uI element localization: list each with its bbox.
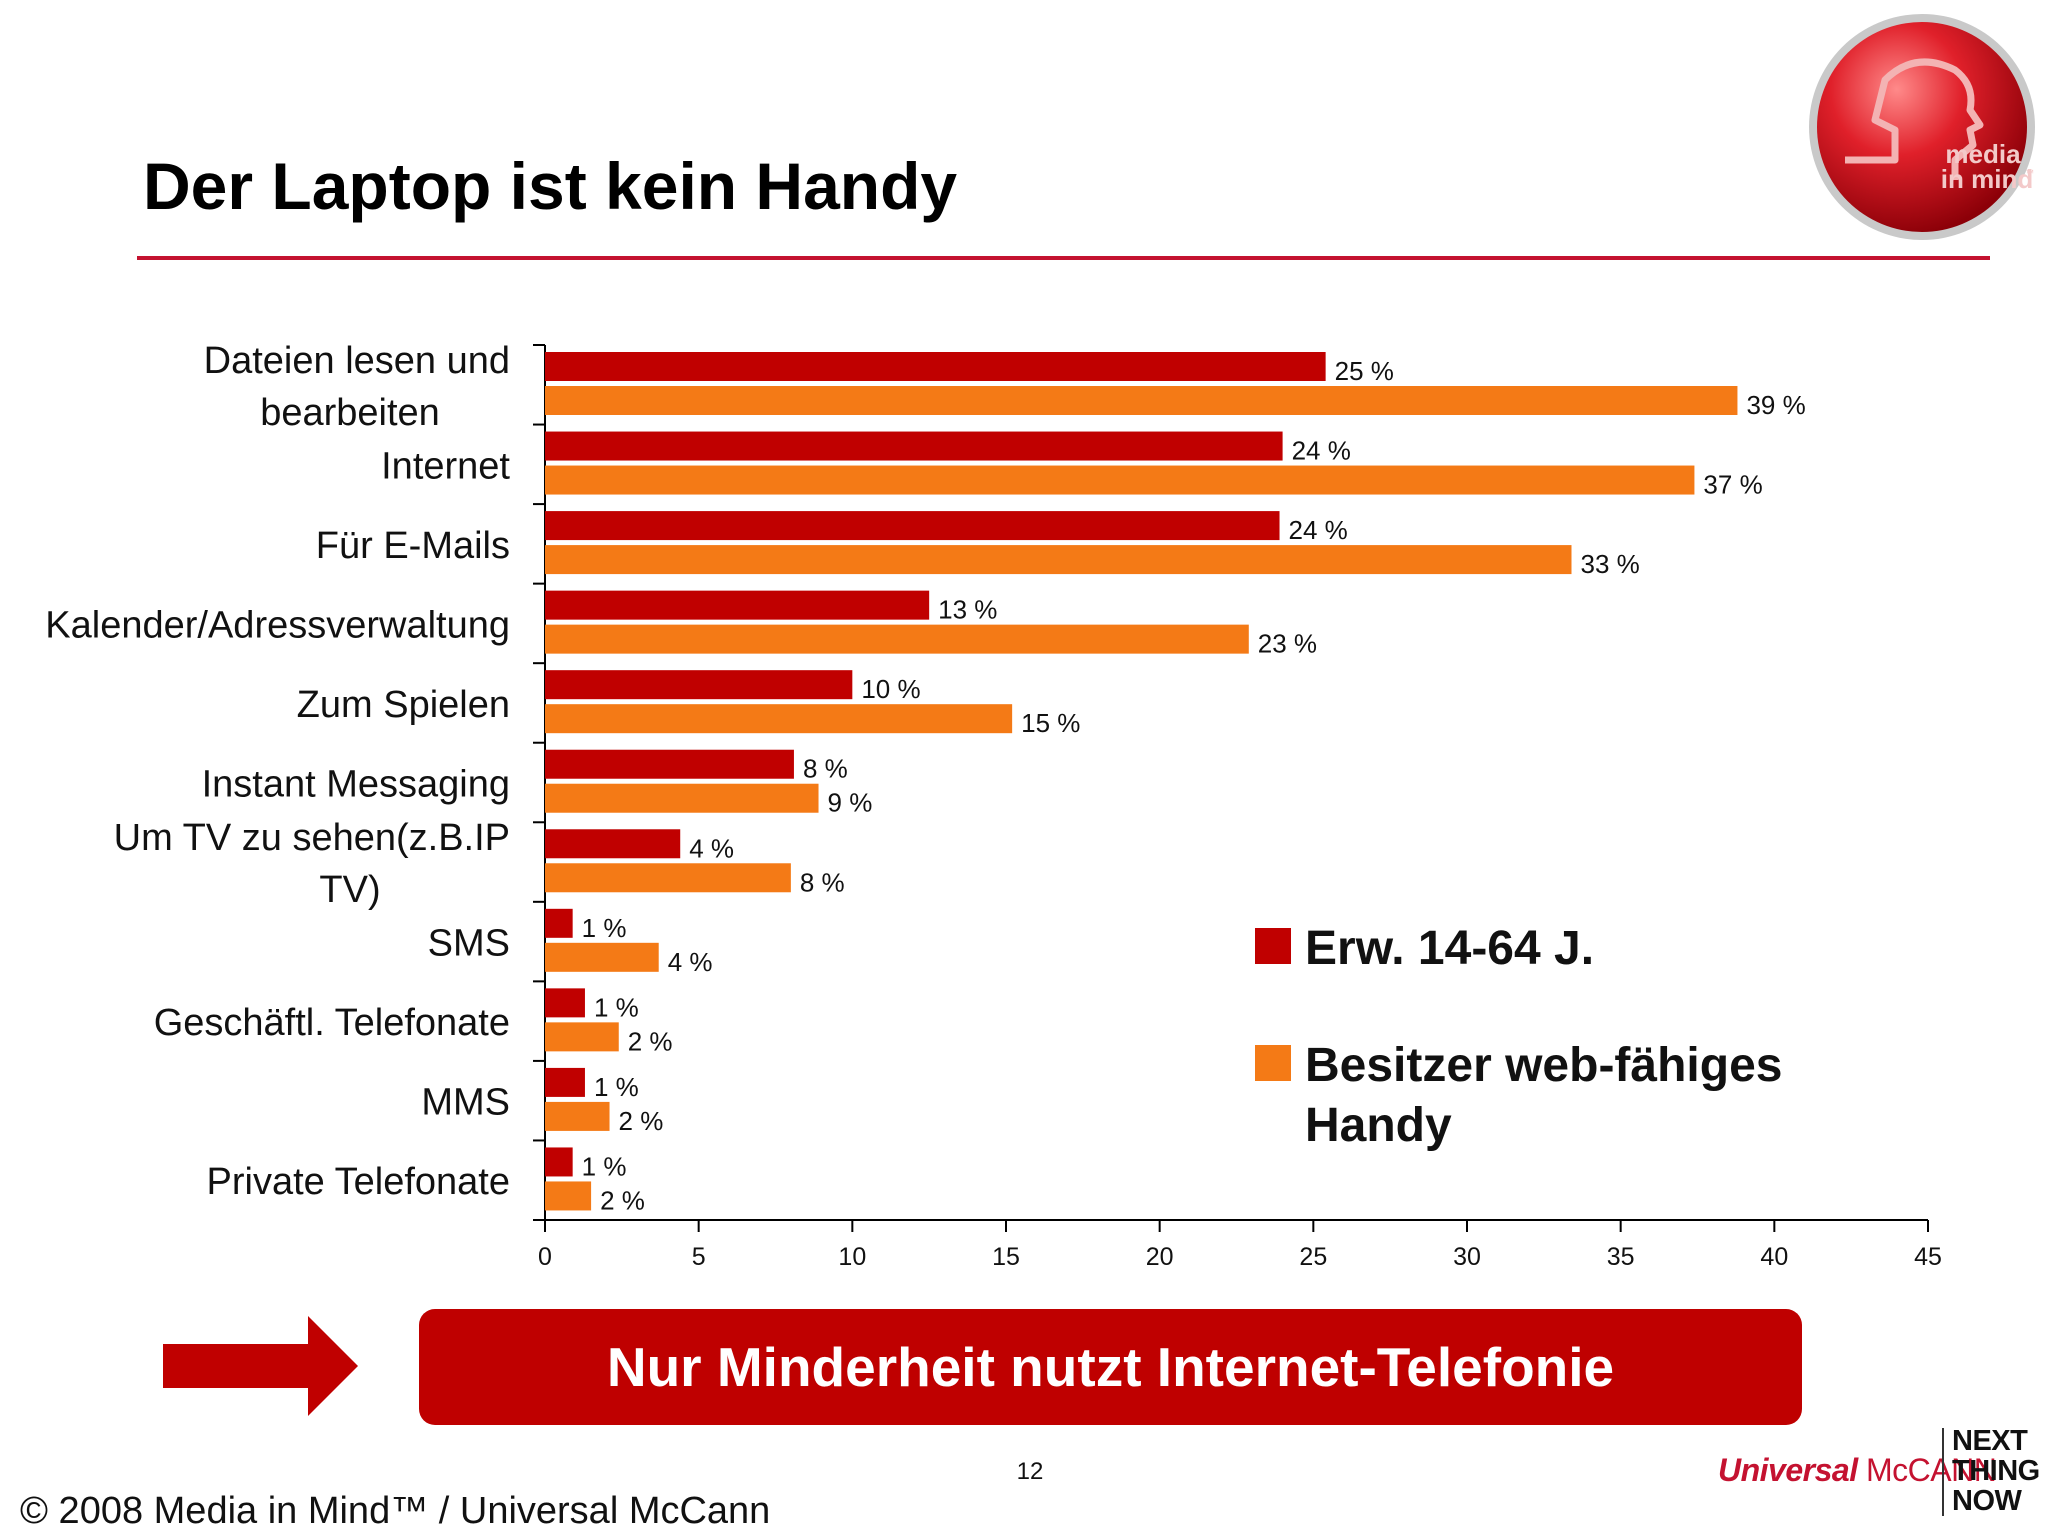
data-label: 15 %	[1021, 708, 1080, 738]
data-label: 13 %	[938, 595, 997, 625]
x-tick-label: 35	[1607, 1243, 1635, 1271]
category-label: Private Telefonate	[207, 1161, 511, 1203]
bar	[545, 704, 1013, 734]
category-label: Zum Spielen	[297, 684, 510, 726]
media-in-mind-logo: media in mind ™	[1809, 14, 2035, 240]
x-tick-label: 40	[1760, 1243, 1788, 1271]
bar	[545, 386, 1738, 415]
tagline-line: NOW	[1952, 1485, 2022, 1517]
data-label: 10 %	[861, 674, 920, 704]
x-tick-label: 5	[692, 1243, 706, 1271]
category-label: Dateien lesen und	[204, 340, 510, 382]
conclusion-banner: Nur Minderheit nutzt Internet-Telefonie	[419, 1309, 1802, 1425]
x-tick-label: 25	[1299, 1243, 1327, 1271]
title-divider	[137, 256, 1990, 260]
data-label: 2 %	[628, 1026, 673, 1056]
data-label: 8 %	[800, 867, 845, 897]
logo-text-line1: media	[1945, 139, 2021, 169]
category-label: Kalender/Adressverwaltung	[45, 604, 510, 646]
arrow-right-icon	[163, 1316, 358, 1416]
banner-text: Nur Minderheit nutzt Internet-Telefonie	[606, 1336, 1615, 1398]
tagline-line: THING	[1952, 1455, 2040, 1487]
universal-mccann-logo: Universal McCANN	[1718, 1452, 1997, 1489]
bar	[545, 749, 794, 779]
data-label: 37 %	[1703, 470, 1762, 500]
bar	[545, 431, 1283, 461]
bar	[545, 1181, 592, 1211]
data-label: 4 %	[668, 947, 713, 977]
data-label: 39 %	[1746, 390, 1805, 420]
x-tick-label: 30	[1453, 1243, 1481, 1271]
bar	[545, 1101, 610, 1131]
legend-swatch	[1255, 928, 1291, 964]
data-label: 8 %	[803, 754, 848, 784]
x-tick-label: 15	[992, 1243, 1020, 1271]
x-tick-label: 10	[838, 1243, 866, 1271]
bar	[545, 1147, 573, 1177]
brand-divider	[1942, 1428, 1944, 1516]
data-label: 1 %	[594, 1072, 639, 1102]
bar	[545, 908, 573, 938]
data-label: 25 %	[1335, 356, 1394, 386]
data-label: 2 %	[600, 1185, 645, 1215]
data-label: 33 %	[1580, 549, 1639, 579]
category-label: TV)	[319, 869, 380, 911]
bar	[545, 624, 1249, 654]
page-number: 12	[1016, 1458, 1044, 1485]
data-label: 4 %	[689, 833, 734, 863]
data-label: 1 %	[582, 1151, 627, 1181]
legend-label: Handy	[1305, 1099, 1452, 1152]
legend-label: Erw. 14-64 J.	[1305, 922, 1594, 975]
bar	[545, 511, 1280, 541]
legend-swatch	[1255, 1045, 1291, 1081]
bar	[545, 352, 1326, 381]
bar	[545, 670, 853, 700]
bar	[545, 863, 791, 893]
tagline: NEXT THING NOW	[1952, 1426, 2040, 1516]
data-label: 23 %	[1258, 629, 1317, 659]
tagline-line: NEXT	[1952, 1425, 2028, 1457]
data-label: 2 %	[619, 1106, 664, 1136]
data-label: 1 %	[594, 992, 639, 1022]
category-label: MMS	[421, 1082, 510, 1124]
legend-label: Besitzer web-fähiges	[1305, 1039, 1782, 1092]
bar	[545, 942, 659, 972]
category-label: bearbeiten	[260, 392, 440, 434]
copyright-notice: © 2008 Media in Mind™ / Universal McCann	[20, 1490, 771, 1532]
brand-part1: Universal	[1718, 1452, 1858, 1488]
bar	[545, 1022, 619, 1052]
bar	[545, 783, 819, 813]
data-label: 24 %	[1292, 436, 1351, 466]
category-label: Instant Messaging	[202, 764, 510, 806]
bar-chart: 0 5 10 15 20 25 30 35 40 45 25 % 39 % Dateien lesen …	[45, 340, 1942, 1271]
bar	[545, 1067, 585, 1097]
category-label: Internet	[381, 445, 510, 487]
x-tick-label: 45	[1914, 1243, 1942, 1271]
category-label: SMS	[428, 923, 510, 965]
x-tick-label: 20	[1146, 1243, 1174, 1271]
data-label: 1 %	[582, 913, 627, 943]
bar	[545, 545, 1572, 575]
bar	[545, 988, 585, 1018]
category-label: Für E-Mails	[316, 525, 510, 567]
logo-text-line2: in mind	[1941, 164, 2033, 194]
brand-part2: McCANN	[1857, 1452, 1997, 1488]
data-label: 24 %	[1289, 515, 1348, 545]
data-label: 9 %	[828, 788, 873, 818]
x-tick-label: 0	[538, 1243, 552, 1271]
logo-tm: ™	[2025, 168, 2034, 178]
page-title: Der Laptop ist kein Handy	[143, 149, 958, 223]
category-label: Geschäftl. Telefonate	[154, 1002, 510, 1044]
bar	[545, 590, 930, 620]
bar	[545, 829, 681, 859]
bar	[545, 465, 1695, 495]
category-label: Um TV zu sehen(z.B.IP	[114, 817, 510, 859]
